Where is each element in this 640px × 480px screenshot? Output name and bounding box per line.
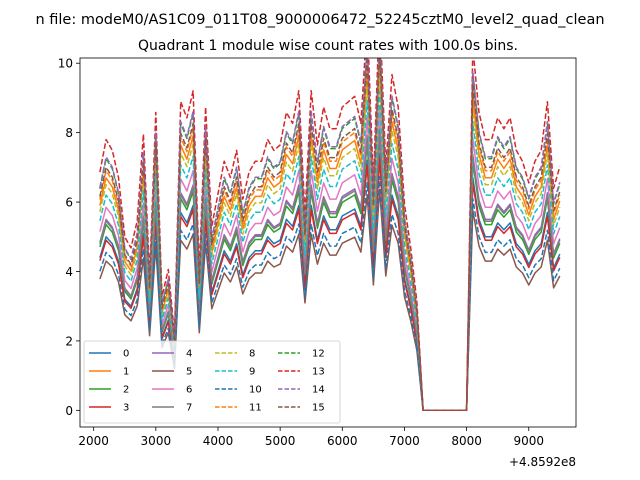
x-tick-label: 6000 xyxy=(327,434,358,448)
y-tick-label: 6 xyxy=(65,196,73,210)
y-tick-label: 2 xyxy=(65,334,73,348)
x-axis-offset-label: +4.8592e8 xyxy=(509,455,576,469)
legend-label-3: 3 xyxy=(123,403,129,414)
y-axis: 0 2 4 6 8 10 xyxy=(58,57,80,418)
x-tick-label: 4000 xyxy=(203,434,234,448)
legend-label-5: 5 xyxy=(186,367,192,378)
plot-frame xyxy=(79,57,577,428)
legend-label-13: 13 xyxy=(312,367,325,378)
legend-label-6: 6 xyxy=(186,385,192,396)
x-tick-label: 5000 xyxy=(265,434,296,448)
x-tick-label: 2000 xyxy=(78,434,109,448)
x-tick-label: 8000 xyxy=(451,434,482,448)
x-axis: 2000 3000 4000 5000 6000 7000 8000 9000 xyxy=(78,427,544,448)
series-line-14 xyxy=(99,58,561,412)
legend-label-15: 15 xyxy=(312,403,325,414)
legend-frame xyxy=(83,340,341,424)
legend-label-10: 10 xyxy=(249,385,262,396)
y-tick-label: 10 xyxy=(58,57,73,71)
figure-suptitle: n file: modeM0/AS1C09_011T08_9000006472_… xyxy=(35,12,604,28)
y-tick-label: 4 xyxy=(65,265,73,279)
x-tick-label: 9000 xyxy=(513,434,544,448)
x-tick-label: 7000 xyxy=(389,434,420,448)
legend-label-8: 8 xyxy=(249,349,255,360)
legend-label-7: 7 xyxy=(186,403,192,414)
y-tick-label: 8 xyxy=(65,126,73,140)
legend-label-0: 0 xyxy=(123,349,129,360)
series-line-10 xyxy=(99,175,561,412)
legend-label-12: 12 xyxy=(312,349,325,360)
legend-label-9: 9 xyxy=(249,367,255,378)
legend-label-4: 4 xyxy=(186,349,192,360)
x-tick-label: 3000 xyxy=(141,434,172,448)
series-line-9 xyxy=(99,91,561,412)
chart-title: Quadrant 1 module wise count rates with … xyxy=(138,38,518,54)
series-layer xyxy=(99,58,561,412)
legend-label-14: 14 xyxy=(312,385,325,396)
series-line-15 xyxy=(99,58,561,412)
legend-label-11: 11 xyxy=(249,403,262,414)
legend-label-1: 1 xyxy=(123,367,129,378)
legend-label-2: 2 xyxy=(123,385,129,396)
y-tick-label: 0 xyxy=(65,404,73,418)
